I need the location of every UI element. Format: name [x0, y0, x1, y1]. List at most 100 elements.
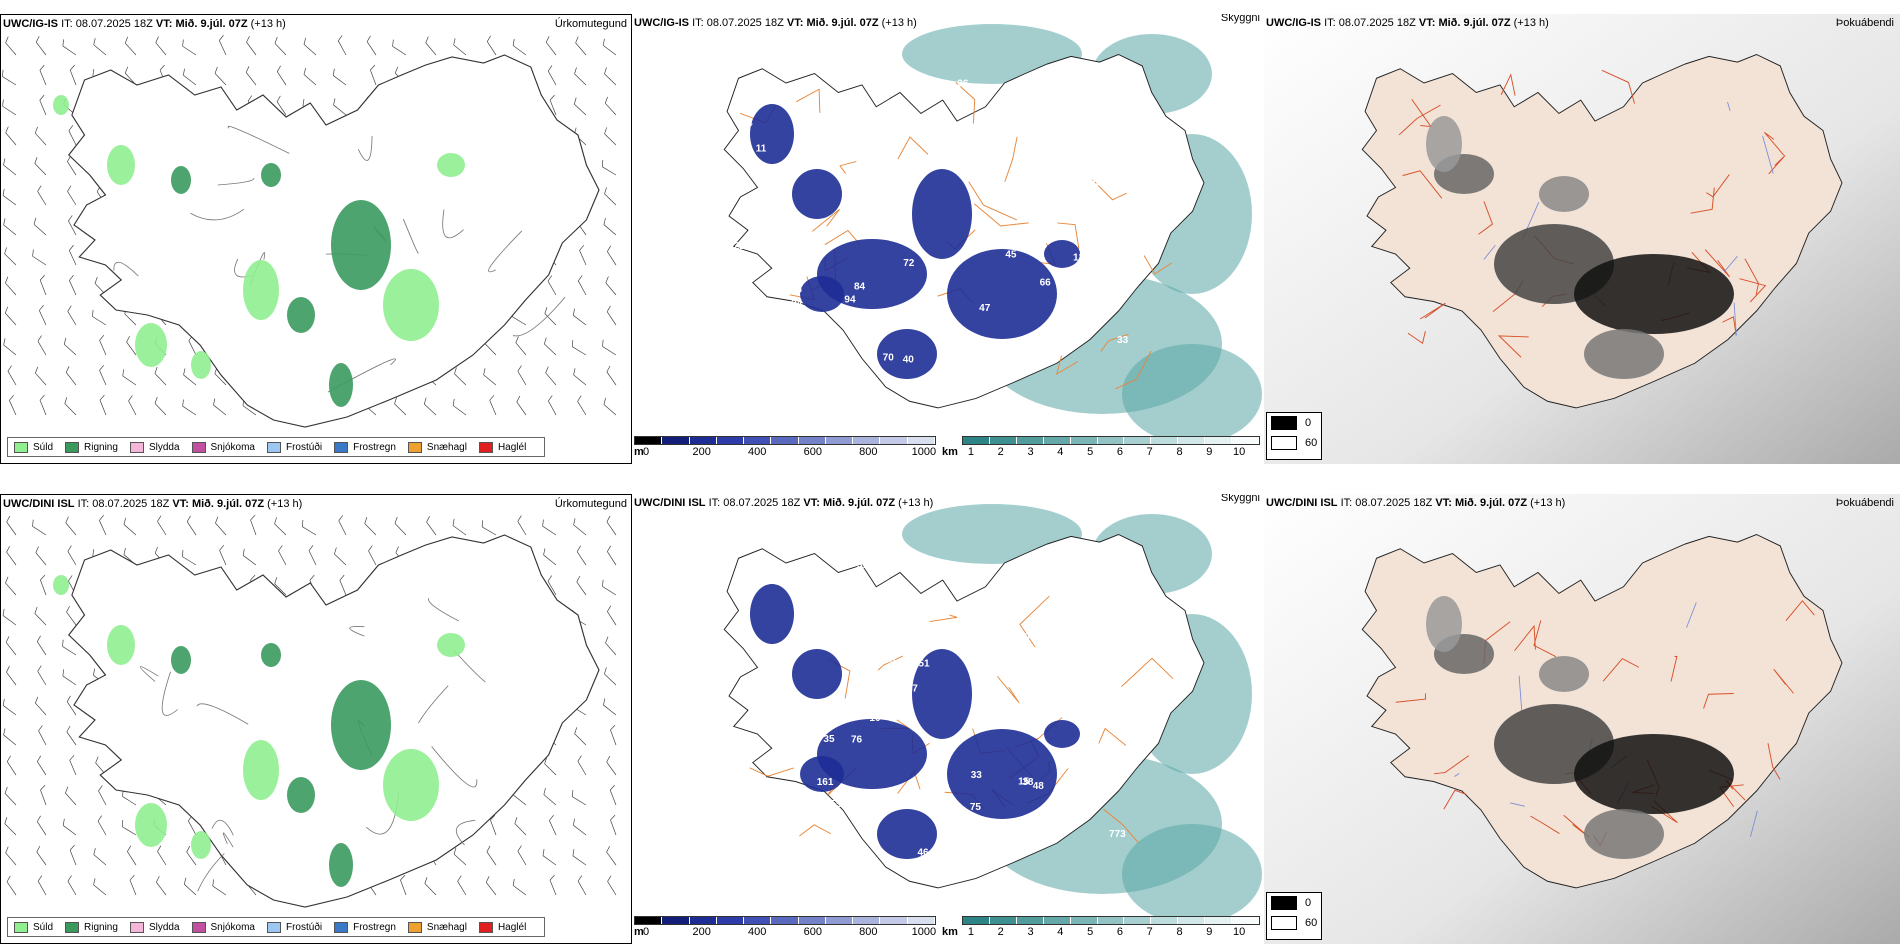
wind-barb	[182, 39, 197, 56]
colorbar-tick: 200	[692, 446, 711, 458]
wind-barb	[454, 367, 467, 386]
road	[1764, 131, 1785, 156]
wind-barb	[4, 247, 17, 266]
road	[196, 703, 249, 725]
cloud-base-label: 308	[952, 346, 969, 357]
road	[1497, 335, 1529, 358]
colorbar-cell	[1097, 437, 1125, 444]
wind-barb	[219, 544, 227, 566]
wind-barb	[547, 575, 557, 596]
legend-label: Rigning	[84, 441, 118, 453]
colorbar-tick: 1000	[911, 446, 937, 458]
wind-barb	[308, 545, 317, 566]
cloud-base-label: 72	[903, 258, 915, 269]
cloud-base-label: 60	[734, 151, 746, 162]
colorbar-cell	[989, 917, 1017, 924]
wind-barb	[213, 398, 227, 416]
fog-panel-row2: UWC/DINI ISL IT: 08.07.2025 18Z VT: Mið.…	[1264, 494, 1900, 944]
river	[1686, 602, 1697, 628]
wind-barb	[154, 396, 167, 416]
road	[488, 230, 523, 273]
colorbar-tick: 5	[1087, 926, 1094, 938]
legend-label: Frostregn	[353, 441, 396, 453]
cloud-base-label: 40	[741, 369, 753, 380]
colorbar-cell	[798, 437, 826, 444]
colorbar-cell	[880, 917, 908, 924]
model-name: UWC/IG-IS	[3, 18, 58, 30]
legend-label: Snjókoma	[210, 921, 255, 933]
precip-legend: Súld Rigning Slydda Snjókoma Frostúði Frostre…	[7, 437, 546, 457]
wind-barb	[490, 814, 497, 836]
road	[996, 676, 1020, 704]
wind-barb	[156, 876, 167, 896]
wind-barb	[547, 275, 557, 296]
wind-barb	[65, 786, 77, 806]
wind-barb	[127, 845, 137, 866]
wind-barb	[605, 276, 617, 296]
low-cloud-area	[1044, 240, 1080, 268]
wind-barb	[573, 518, 587, 536]
colorbar-tick: 8	[1176, 446, 1183, 458]
wind-barb	[339, 574, 347, 596]
panel-title: Skyggni	[1220, 14, 1260, 24]
cloud-base-label: 40	[845, 320, 857, 331]
legend-label: Slydda	[148, 441, 180, 453]
road	[217, 177, 255, 186]
cloud-base-label: 56	[1058, 213, 1070, 224]
road	[1744, 258, 1760, 295]
wind-barb	[62, 39, 77, 56]
fog-area	[1426, 596, 1462, 652]
cloud-base-label: 47	[907, 683, 919, 694]
cloud-base-label: 84	[737, 325, 749, 336]
wind-barb	[452, 398, 467, 416]
cloud-base-label: 84	[1027, 357, 1039, 368]
wind-barb	[572, 308, 587, 326]
wind-barb	[394, 516, 407, 536]
wind-barb	[603, 397, 617, 416]
legend-label: Frostregn	[353, 921, 396, 933]
wind-barb	[65, 516, 77, 536]
fog-swatch-black	[1271, 416, 1297, 430]
wind-barb	[7, 365, 17, 386]
precip-area	[383, 269, 439, 341]
road	[1739, 278, 1767, 303]
precip-area	[383, 749, 439, 821]
panel-header: UWC/DINI ISL IT: 08.07.2025 18Z VT: Mið.…	[634, 497, 934, 509]
wind-barb	[182, 549, 197, 566]
cloud-base-label: 15	[1018, 776, 1030, 787]
legend-swatch	[407, 441, 422, 453]
colorbar-tick: 6	[1116, 446, 1123, 458]
colorbar-tick: 10	[1233, 926, 1246, 938]
road	[1121, 657, 1174, 687]
wind-barb	[34, 607, 47, 626]
road	[1443, 789, 1467, 810]
fog-swatch-white	[1271, 436, 1297, 450]
road	[839, 160, 857, 174]
road	[811, 208, 840, 232]
colorbar-cell	[825, 437, 854, 444]
cloud-base-label: 47	[979, 303, 991, 314]
wind-barb	[394, 397, 407, 416]
fog-area	[1574, 254, 1734, 334]
cloud-base-label: 70	[883, 352, 895, 363]
cloud-base-label: 57	[890, 139, 902, 150]
wind-barb	[603, 217, 617, 236]
road	[1057, 222, 1080, 249]
colorbar-cell	[689, 917, 717, 924]
legend-label: Frostúði	[285, 921, 323, 933]
wind-barb	[571, 789, 587, 806]
wind-barb	[67, 875, 77, 896]
precip-area	[287, 297, 315, 333]
cloud-base-label: 34	[791, 299, 803, 310]
legend-item: Snæhagl	[407, 441, 467, 453]
cloud-base-label: 71	[746, 327, 758, 338]
wind-barb	[37, 335, 47, 356]
legend-swatch	[478, 441, 493, 453]
colorbar-cell	[963, 917, 990, 924]
wind-barb	[486, 845, 497, 866]
cloud-base-label: 41	[895, 642, 907, 653]
wind-barb	[549, 815, 557, 836]
fog-panel-row1: UWC/IG-IS IT: 08.07.2025 18Z VT: Mið. 9.…	[1264, 14, 1900, 464]
colorbar-cell	[907, 917, 935, 924]
legend-swatch	[14, 921, 28, 933]
